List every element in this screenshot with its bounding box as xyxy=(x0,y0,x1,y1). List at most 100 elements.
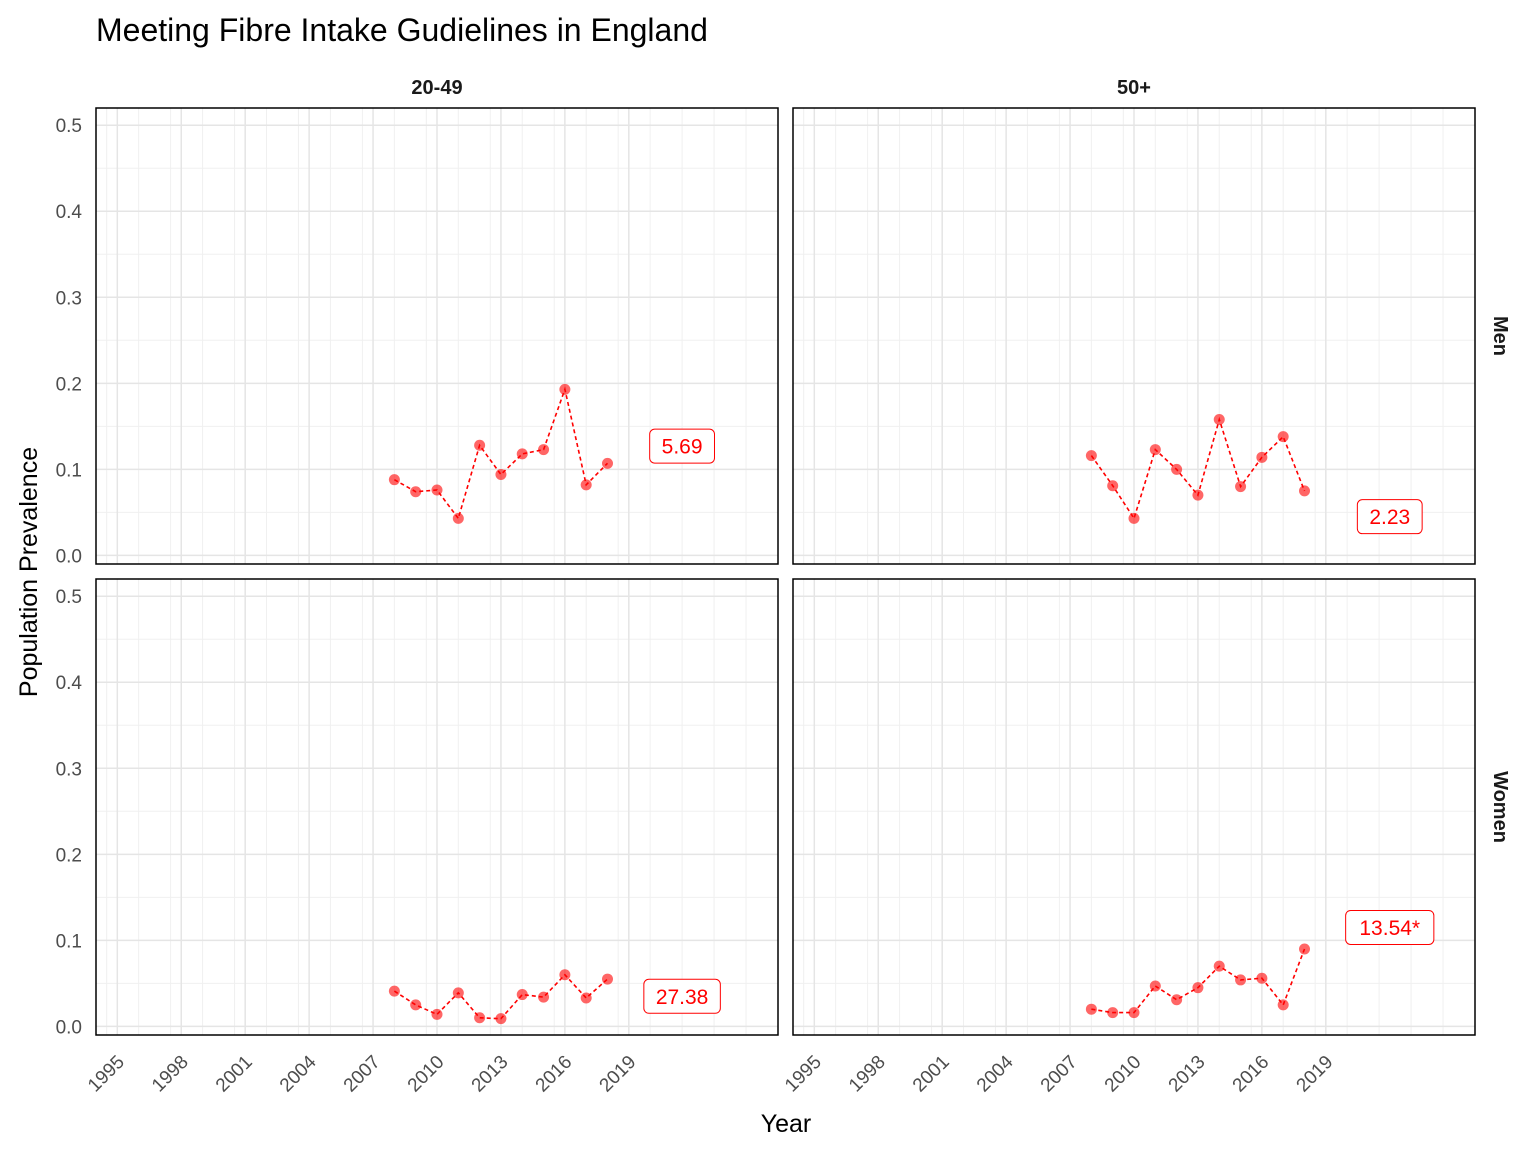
data-point xyxy=(559,969,571,981)
data-point xyxy=(1235,481,1247,493)
data-point xyxy=(410,486,422,498)
annotation-label: 13.54* xyxy=(1359,917,1420,940)
data-point xyxy=(1299,485,1310,497)
panel-men-50: 2.23 xyxy=(792,107,1476,565)
facet-label-2049: 20-49 xyxy=(411,77,462,99)
data-point xyxy=(602,973,613,985)
data-point xyxy=(602,457,613,469)
data-point xyxy=(1128,1007,1140,1019)
x-tick-label: 2010 xyxy=(1101,1052,1146,1097)
data-point xyxy=(1192,982,1204,994)
x-tick-label: 2004 xyxy=(973,1051,1018,1096)
panel-grid xyxy=(793,108,1475,564)
data-point xyxy=(388,474,400,486)
data-point xyxy=(1213,960,1225,972)
annotation-box xyxy=(1356,499,1423,535)
panel-women-2049: 27.38 0.0 0.1 0.2 0.3 0.4 0.5 1995 1998 2001 2004 2… xyxy=(56,578,779,1097)
series-line xyxy=(394,386,609,521)
y-tick-label: 0.2 xyxy=(56,374,82,395)
data-point xyxy=(410,999,422,1011)
data-point xyxy=(474,1012,486,1024)
data-point xyxy=(431,484,443,496)
annotation-label: 2.23 xyxy=(1369,506,1410,529)
y-tick-label: 0.4 xyxy=(56,673,83,694)
x-tick-label: 2001 xyxy=(212,1052,257,1097)
data-point xyxy=(388,985,400,997)
panel-grid xyxy=(96,579,778,1035)
annotation-label: 5.69 xyxy=(662,436,703,459)
data-point xyxy=(474,439,486,451)
chart-panels: 20-49 50+ Men Women 5.69 0.0 0.1 0.2 0.3 0.4 0.5 2.… xyxy=(56,77,1511,1096)
y-tick-label: 0.5 xyxy=(56,587,82,608)
facet-label-50: 50+ xyxy=(1117,77,1151,99)
y-axis-title: Population Prevalence xyxy=(15,447,43,697)
data-point xyxy=(495,1013,507,1025)
y-tick-label: 0.1 xyxy=(56,931,82,952)
x-tick-label: 2001 xyxy=(909,1052,954,1097)
panel-border xyxy=(792,107,1476,565)
data-point xyxy=(1171,463,1183,475)
x-tick-label: 2013 xyxy=(468,1052,513,1097)
annotation-box xyxy=(1345,909,1435,945)
data-point xyxy=(1085,450,1097,462)
data-point xyxy=(516,448,528,460)
x-tick-label: 2007 xyxy=(340,1052,385,1097)
x-tick-label: 2013 xyxy=(1165,1052,1210,1097)
panel-men-2049: 5.69 0.0 0.1 0.2 0.3 0.4 0.5 xyxy=(56,107,779,567)
data-point xyxy=(1085,1003,1097,1015)
x-axis-title: Year xyxy=(761,1110,812,1138)
data-point xyxy=(1107,480,1119,492)
data-point xyxy=(452,987,464,999)
data-point xyxy=(1256,451,1268,463)
x-tick-label: 2019 xyxy=(596,1052,641,1097)
data-point xyxy=(538,444,550,456)
data-point xyxy=(452,512,464,524)
x-tick-label: 2019 xyxy=(1293,1052,1338,1097)
data-point xyxy=(580,992,592,1004)
data-point xyxy=(580,479,592,491)
panel-border xyxy=(95,578,779,1036)
annotation-box xyxy=(643,978,721,1014)
facet-label-men: Men xyxy=(1489,316,1511,356)
data-point xyxy=(559,383,571,395)
data-point xyxy=(431,1008,443,1020)
x-tick-label: 2007 xyxy=(1037,1052,1082,1097)
data-point xyxy=(1277,431,1289,443)
x-tick-label: 2016 xyxy=(1229,1052,1274,1097)
data-point xyxy=(516,989,528,1001)
data-point xyxy=(1149,444,1161,456)
y-tick-label: 0.2 xyxy=(56,845,82,866)
x-tick-label: 1998 xyxy=(845,1052,890,1097)
y-tick-label: 0.3 xyxy=(56,759,82,780)
annotation-label: 27.38 xyxy=(656,986,709,1009)
data-point xyxy=(1277,999,1289,1011)
panel-border xyxy=(95,107,779,565)
y-tick-label: 0.0 xyxy=(56,1017,82,1038)
panel-women-50: 13.54* 1995 1998 2001 2004 2007 2010 2013 2016 20… xyxy=(781,578,1476,1097)
data-point xyxy=(1213,413,1225,425)
x-tick-label: 1995 xyxy=(781,1052,826,1097)
y-tick-label: 0.3 xyxy=(56,288,82,309)
data-point xyxy=(538,991,550,1003)
data-point xyxy=(1171,994,1183,1006)
data-point xyxy=(1192,489,1204,501)
x-tick-label: 1998 xyxy=(148,1052,193,1097)
x-tick-label: 2004 xyxy=(276,1051,321,1096)
panel-border xyxy=(792,578,1476,1036)
panel-grid xyxy=(793,579,1475,1035)
data-point xyxy=(1235,974,1247,986)
data-point xyxy=(1149,980,1161,992)
y-tick-label: 0.1 xyxy=(56,460,82,481)
data-point xyxy=(1256,972,1268,984)
y-tick-label: 0.4 xyxy=(56,202,83,223)
x-tick-label: 1995 xyxy=(84,1052,129,1097)
data-point xyxy=(495,469,507,481)
annotation-box xyxy=(649,428,715,464)
facet-label-women: Women xyxy=(1489,771,1511,843)
data-point xyxy=(1107,1007,1119,1019)
panel-grid xyxy=(96,108,778,564)
x-tick-label: 2016 xyxy=(532,1052,577,1097)
y-tick-label: 0.5 xyxy=(56,116,82,137)
data-point xyxy=(1128,512,1140,524)
